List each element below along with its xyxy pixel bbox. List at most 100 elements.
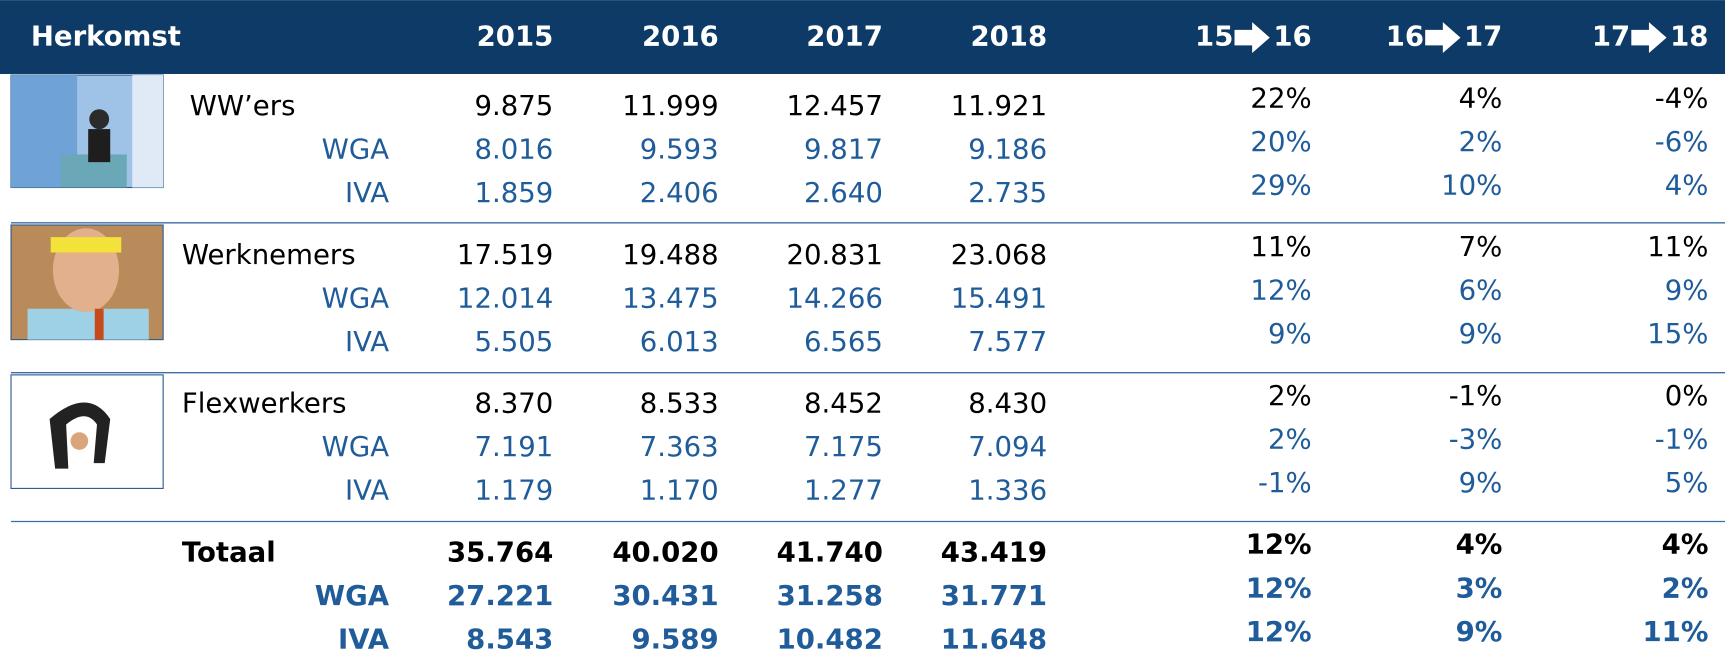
- photo-worker: [11, 225, 163, 340]
- value-cell: 7.191: [474, 431, 553, 463]
- change-cell: 4%: [1662, 529, 1709, 561]
- value-cell: 9.875: [474, 90, 553, 122]
- value-cell: 43.419: [941, 536, 1047, 568]
- value-cell: 12.014: [457, 282, 553, 314]
- change-cell: 9%: [1459, 467, 1503, 499]
- value-cell: 6.013: [640, 326, 719, 358]
- change-cell: 2%: [1662, 572, 1709, 604]
- row-label: Flexwerkers: [182, 388, 347, 420]
- header-year: 2018: [970, 21, 1047, 53]
- header-change-to: 17: [1464, 21, 1502, 53]
- value-cell: 31.258: [777, 580, 883, 612]
- change-cell: 12%: [1250, 275, 1311, 307]
- value-cell: 15.491: [951, 282, 1047, 314]
- value-cell: 20.831: [787, 239, 883, 271]
- change-cell: 2%: [1268, 423, 1312, 455]
- change-cell: -3%: [1449, 423, 1503, 455]
- value-cell: 1.336: [968, 475, 1047, 507]
- change-cell: 12%: [1246, 572, 1312, 604]
- value-cell: 17.519: [457, 239, 553, 271]
- change-cell: 2%: [1268, 380, 1312, 412]
- change-cell: 9%: [1456, 616, 1503, 648]
- change-cell: -1%: [1655, 423, 1709, 455]
- value-cell: 11.648: [941, 624, 1047, 656]
- row-sublabel: IVA: [345, 177, 389, 209]
- header-change-from: 15: [1195, 21, 1233, 53]
- value-cell: 9.817: [804, 134, 883, 166]
- table: Herkomst 2015201620172018161517161817WW’…: [0, 0, 1725, 666]
- value-cell: 6.565: [804, 326, 883, 358]
- change-cell: 12%: [1246, 616, 1312, 648]
- header-change-from: 17: [1592, 21, 1630, 53]
- header-change-from: 16: [1386, 21, 1424, 53]
- change-cell: 4%: [1665, 169, 1709, 201]
- value-cell: 7.363: [640, 431, 719, 463]
- change-cell: 9%: [1459, 318, 1503, 350]
- value-cell: 23.068: [951, 239, 1047, 271]
- value-cell: 7.577: [968, 326, 1047, 358]
- value-cell: 31.771: [941, 580, 1047, 612]
- photo-office: [11, 75, 163, 187]
- change-cell: 11%: [1643, 616, 1709, 648]
- value-cell: 7.175: [804, 431, 883, 463]
- change-cell: -4%: [1655, 82, 1709, 114]
- value-cell: 13.475: [622, 282, 718, 314]
- row-sublabel: IVA: [345, 475, 389, 507]
- value-cell: 7.094: [968, 431, 1047, 463]
- change-cell: -6%: [1655, 126, 1709, 158]
- value-cell: 9.186: [968, 134, 1047, 166]
- change-cell: 5%: [1665, 467, 1709, 499]
- value-cell: 11.921: [951, 90, 1047, 122]
- change-cell: 6%: [1459, 275, 1503, 307]
- value-cell: 10.482: [777, 624, 883, 656]
- row-sublabel: WGA: [315, 580, 390, 612]
- value-cell: 27.221: [447, 580, 553, 612]
- value-cell: 5.505: [474, 326, 553, 358]
- header-change-to: 16: [1273, 21, 1311, 53]
- value-cell: 9.589: [632, 624, 719, 656]
- value-cell: 40.020: [612, 536, 718, 568]
- value-cell: 19.488: [622, 239, 718, 271]
- change-cell: 29%: [1250, 169, 1311, 201]
- change-cell: 3%: [1456, 572, 1503, 604]
- value-cell: 35.764: [447, 536, 553, 568]
- value-cell: 1.277: [804, 475, 883, 507]
- change-cell: 20%: [1250, 126, 1311, 158]
- change-cell: 10%: [1441, 169, 1502, 201]
- value-cell: 30.431: [612, 580, 718, 612]
- value-cell: 2.640: [804, 177, 883, 209]
- value-cell: 1.170: [640, 475, 719, 507]
- header-year: 2016: [642, 21, 719, 53]
- change-cell: 15%: [1647, 318, 1708, 350]
- change-cell: 4%: [1456, 529, 1503, 561]
- value-cell: 11.999: [622, 90, 718, 122]
- row-sublabel: WGA: [322, 134, 390, 166]
- value-cell: 8.452: [804, 388, 883, 420]
- header-title: Herkomst: [31, 21, 181, 53]
- row-sublabel: WGA: [322, 282, 390, 314]
- value-cell: 8.370: [474, 388, 553, 420]
- row-sublabel: WGA: [322, 431, 390, 463]
- value-cell: 2.735: [968, 177, 1047, 209]
- change-cell: -1%: [1258, 467, 1312, 499]
- value-cell: 14.266: [787, 282, 883, 314]
- change-cell: 12%: [1246, 529, 1312, 561]
- value-cell: 12.457: [787, 90, 883, 122]
- header-year: 2017: [806, 21, 883, 53]
- value-cell: 9.593: [640, 134, 719, 166]
- change-cell: -1%: [1449, 380, 1503, 412]
- value-cell: 1.859: [474, 177, 553, 209]
- row-label: WW’ers: [190, 90, 296, 122]
- change-cell: 0%: [1665, 380, 1709, 412]
- change-cell: 9%: [1665, 275, 1709, 307]
- change-cell: 11%: [1250, 231, 1311, 263]
- value-cell: 1.179: [474, 475, 553, 507]
- row-sublabel: IVA: [345, 326, 389, 358]
- value-cell: 8.016: [474, 134, 553, 166]
- row-label: Totaal: [182, 536, 276, 568]
- change-cell: 9%: [1268, 318, 1312, 350]
- row-label: Werknemers: [182, 239, 356, 271]
- row-sublabel: IVA: [338, 624, 390, 656]
- header-year: 2015: [477, 21, 554, 53]
- value-cell: 8.533: [640, 388, 719, 420]
